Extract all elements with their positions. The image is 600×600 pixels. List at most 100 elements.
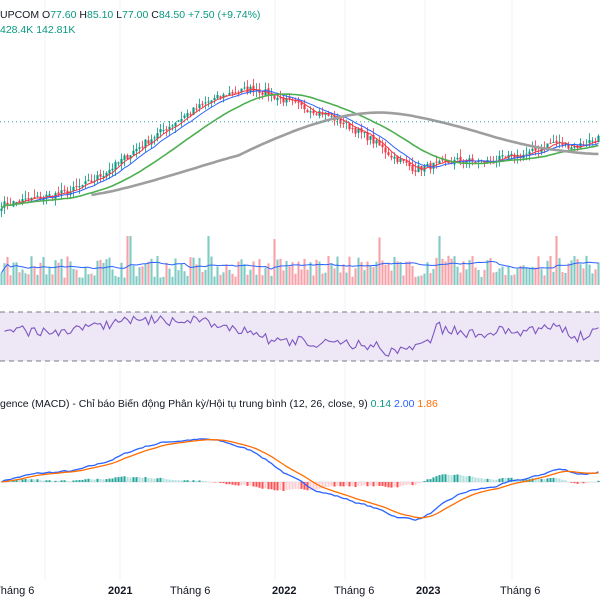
macd-histogram-bar [567, 481, 570, 483]
candle-body [273, 95, 276, 99]
candle-body [363, 132, 366, 134]
macd-histogram-bar [168, 479, 171, 482]
volume-bar [486, 260, 489, 285]
volume-bar [411, 266, 414, 285]
macd-histogram-bar [426, 479, 429, 482]
macd-histogram-bar [324, 482, 327, 488]
candle-body [282, 97, 285, 103]
candle-body [564, 142, 567, 145]
candle-body [387, 152, 390, 156]
volume-bar [48, 267, 51, 285]
volume-bar [336, 256, 339, 285]
macd-histogram-bar [486, 478, 489, 482]
macd-histogram-bar [147, 478, 150, 482]
volume-bar [351, 276, 354, 285]
macd-histogram-bar [276, 482, 279, 491]
volume-bar [165, 262, 168, 285]
macd-histogram-bar [450, 475, 453, 482]
candle-body [435, 161, 438, 163]
candle-body [210, 100, 213, 103]
macd-histogram-bar [543, 479, 546, 482]
candle-body [180, 119, 183, 122]
volume-bar [120, 262, 123, 285]
candle-body [573, 146, 576, 148]
volume-bar [201, 272, 204, 285]
volume-bar [234, 276, 237, 285]
volume-bar [54, 260, 57, 285]
volume-bar [291, 262, 294, 285]
candle-body [441, 159, 444, 161]
high-label: H [79, 9, 87, 21]
macd-histogram-bar [192, 480, 195, 482]
candle-body [222, 94, 225, 99]
candle-body [168, 126, 171, 130]
volume-bar [102, 262, 105, 285]
volume-bar [57, 262, 60, 285]
macd-histogram-bar [102, 479, 105, 482]
volume-bar [462, 261, 465, 285]
macd-histogram-bar [255, 482, 258, 487]
macd-histogram-bar [540, 478, 543, 482]
volume-bar [543, 275, 546, 285]
candle-body [21, 199, 24, 204]
macd-histogram-bar [249, 482, 252, 486]
candle-body [183, 115, 186, 118]
macd-histogram-bar [174, 480, 177, 482]
volume-bar [69, 261, 72, 285]
volume-bar [30, 256, 33, 285]
macd-histogram-bar [354, 482, 357, 488]
candle-body [147, 140, 150, 144]
candle-body [396, 155, 399, 163]
volume-bar [405, 261, 408, 285]
macd-histogram-bar [468, 476, 471, 482]
volume-bar [477, 269, 480, 285]
candle-body [120, 158, 123, 164]
macd-histogram-bar [402, 482, 405, 486]
candle-body [393, 156, 396, 159]
macd-histogram-bar [21, 479, 24, 482]
macd-histogram-bar [69, 481, 72, 482]
macd-histogram-bar [30, 479, 33, 482]
ma-red-line [1, 88, 599, 210]
candle-body [153, 137, 156, 139]
volume-bar [162, 276, 165, 285]
volume-bar [444, 261, 447, 285]
candle-body [444, 160, 447, 162]
macd-histogram-bar [126, 477, 129, 482]
volume-bar [321, 273, 324, 285]
volume-bar [114, 275, 117, 285]
macd-histogram-bar [114, 477, 117, 482]
volume-bar [246, 274, 249, 285]
volume-bar [189, 257, 192, 285]
volume-bar [483, 269, 486, 285]
volume-bar [333, 268, 336, 285]
volume-bar [207, 236, 210, 285]
volume-bar [507, 266, 510, 285]
macd-histogram-bar [393, 482, 396, 488]
macd-histogram-bar [240, 482, 243, 486]
candle-body [165, 129, 168, 131]
macd-histogram-bar [573, 482, 576, 484]
volume-bar [111, 269, 114, 285]
volume-bar [186, 275, 189, 285]
candle-body [72, 187, 75, 192]
macd-histogram-bar [300, 482, 303, 489]
candle-body [240, 88, 243, 93]
candle-body [132, 150, 135, 155]
candle-body [207, 101, 210, 103]
volume-bar [42, 256, 45, 285]
macd-histogram-bar [474, 477, 477, 482]
candle-body [411, 164, 414, 172]
macd-histogram-bar [132, 477, 135, 482]
volume-bar [435, 257, 438, 285]
candle-body [408, 162, 411, 167]
volume-bar [576, 259, 579, 285]
macd-histogram-bar [471, 476, 474, 482]
macd-histogram-bar [588, 482, 591, 483]
volume-bar [195, 264, 198, 285]
volume-bar [417, 276, 420, 285]
candle-body [102, 175, 105, 178]
candle-body [141, 146, 144, 148]
volume-bar [531, 266, 534, 285]
